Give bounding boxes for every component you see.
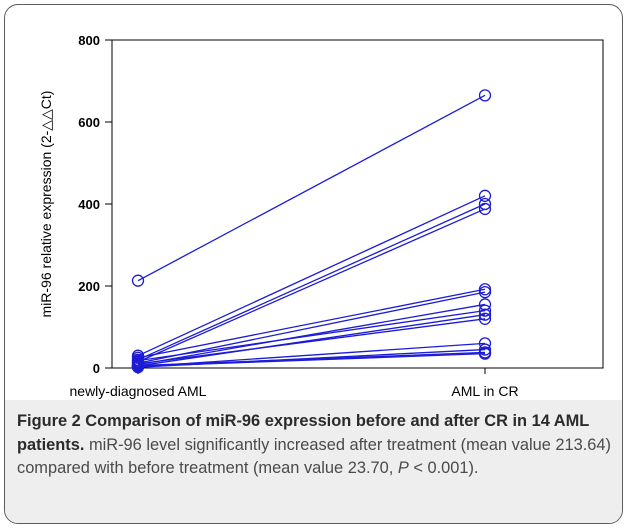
data-point-8-after [478, 304, 492, 317]
data-point-11-after [478, 337, 492, 350]
series-line-14 [137, 353, 486, 368]
data-point-14-after [478, 347, 492, 360]
x-tick-label: AML in CR [451, 383, 518, 399]
data-point-1-after [478, 89, 492, 102]
data-point-2-after [478, 189, 492, 202]
chart-area: 0 200 400 600 800 newly-diagnosed AML AML in C… [5, 5, 622, 400]
y-tick-label: 800 [78, 33, 100, 48]
data-point-10-after [478, 312, 492, 325]
y-tick-label: 400 [78, 197, 100, 212]
caption-body-end: < 0.001). [408, 459, 479, 477]
caption-p-symbol: P [397, 459, 409, 477]
data-point-7-after [478, 298, 492, 311]
series-line-10 [137, 318, 486, 365]
data-point-12-after [478, 343, 492, 356]
series-line-5 [137, 288, 486, 359]
caption-body: miR-96 level significantly increased aft… [17, 435, 611, 478]
data-point-6-after [478, 285, 492, 299]
y-axis-title: miR-96 relative expression (2-△△Ct) [38, 91, 54, 318]
series-line-1 [137, 94, 486, 282]
data-point-8-before [131, 354, 145, 367]
series-line-3 [137, 203, 486, 361]
y-tick-label: 600 [78, 115, 100, 130]
data-point-9-after [478, 308, 492, 321]
caption-heading: Figure 2 Comparison of miR-96 expression… [17, 412, 589, 454]
data-point-5-before [131, 351, 145, 364]
y-tick-label: 200 [78, 279, 100, 294]
series-line-9 [137, 314, 486, 367]
data-point-3-after [478, 197, 492, 211]
figure-caption: Figure 2 Comparison of miR-96 expression… [5, 400, 622, 523]
y-tick-label: 0 [93, 361, 100, 376]
figure-card: 0 200 400 600 800 newly-diagnosed AML AML in C… [4, 4, 623, 524]
x-tick-label: newly-diagnosed AML [70, 383, 207, 399]
series-line-2 [137, 195, 486, 357]
series-line-8 [137, 309, 486, 362]
data-point-1-before [131, 274, 145, 287]
series-line-6 [137, 291, 486, 364]
data-point-4-after [478, 202, 492, 216]
series-line-13 [137, 351, 486, 367]
data-point-5-after [478, 283, 492, 296]
data-point-14-before [131, 360, 145, 373]
chart-svg: 0 200 400 600 800 newly-diagnosed AML AML in C… [38, 33, 604, 399]
series-line-7 [137, 303, 486, 366]
series-line-4 [137, 208, 486, 363]
